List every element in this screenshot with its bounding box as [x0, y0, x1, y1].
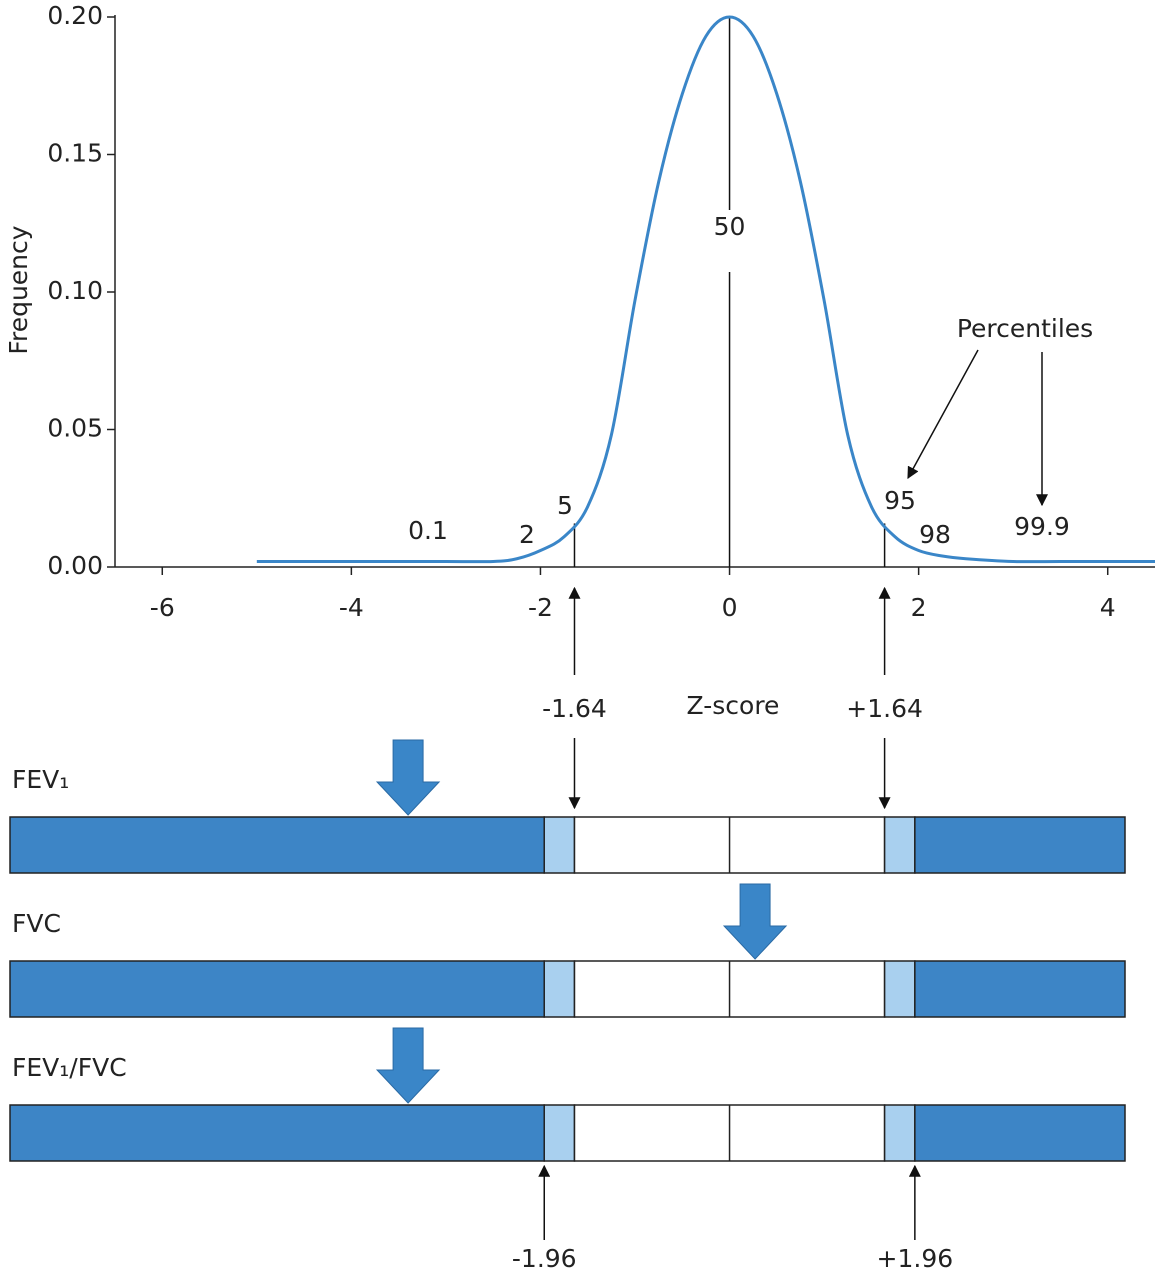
- distribution-curve: [256, 15, 1155, 564]
- range-segment: [543, 960, 576, 1018]
- range-segment: [883, 960, 916, 1018]
- percentile-label: 98: [919, 520, 951, 549]
- percentile-label: 95: [884, 486, 916, 515]
- range-segment: [914, 960, 1126, 1018]
- range-segment: [9, 1104, 545, 1162]
- limit-label: +1.96: [877, 1244, 954, 1273]
- y-tick-label: 0.10: [47, 276, 103, 305]
- patient-arrow: [722, 883, 788, 960]
- range-segment: [9, 816, 545, 874]
- patient-arrow: [375, 739, 441, 816]
- range-segment: [543, 1104, 576, 1162]
- percentile-label: 99.9: [1014, 512, 1070, 541]
- annotation-arrow: [907, 349, 979, 480]
- cutoff-label: -1.64: [542, 694, 607, 723]
- range-segment: [914, 816, 1126, 874]
- x-tick-label: -4: [339, 593, 364, 622]
- row-label: FEV₁/FVC: [12, 1053, 127, 1082]
- percentiles-title: Percentiles: [957, 314, 1093, 343]
- percentile-label: 0.1: [408, 516, 448, 545]
- y-axis-label: Frequency: [4, 225, 33, 354]
- patient-arrow: [375, 1027, 441, 1104]
- range-segment: [914, 1104, 1126, 1162]
- range-segment: [543, 816, 576, 874]
- x-tick-label: 4: [1100, 593, 1116, 622]
- x-tick-label: 0: [722, 593, 738, 622]
- percentile-label: 50: [714, 212, 746, 241]
- y-tick-label: 0.20: [47, 1, 103, 30]
- x-tick-label: 2: [911, 593, 927, 622]
- range-segment: [9, 960, 545, 1018]
- y-tick-label: 0.15: [47, 139, 103, 168]
- range-segment: [883, 816, 916, 874]
- cutoff-label: +1.64: [846, 694, 923, 723]
- row-label: FVC: [12, 909, 61, 938]
- range-segment: [883, 1104, 916, 1162]
- x-tick-label: -6: [150, 593, 175, 622]
- limit-label: -1.96: [512, 1244, 577, 1273]
- y-tick-label: 0.05: [47, 414, 103, 443]
- row-label: FEV₁: [12, 765, 69, 794]
- x-tick-label: -2: [528, 593, 553, 622]
- x-axis-label: Z-score: [687, 691, 780, 720]
- y-tick-label: 0.00: [47, 551, 103, 580]
- percentile-label: 2: [519, 520, 535, 549]
- percentile-label: 5: [557, 491, 573, 520]
